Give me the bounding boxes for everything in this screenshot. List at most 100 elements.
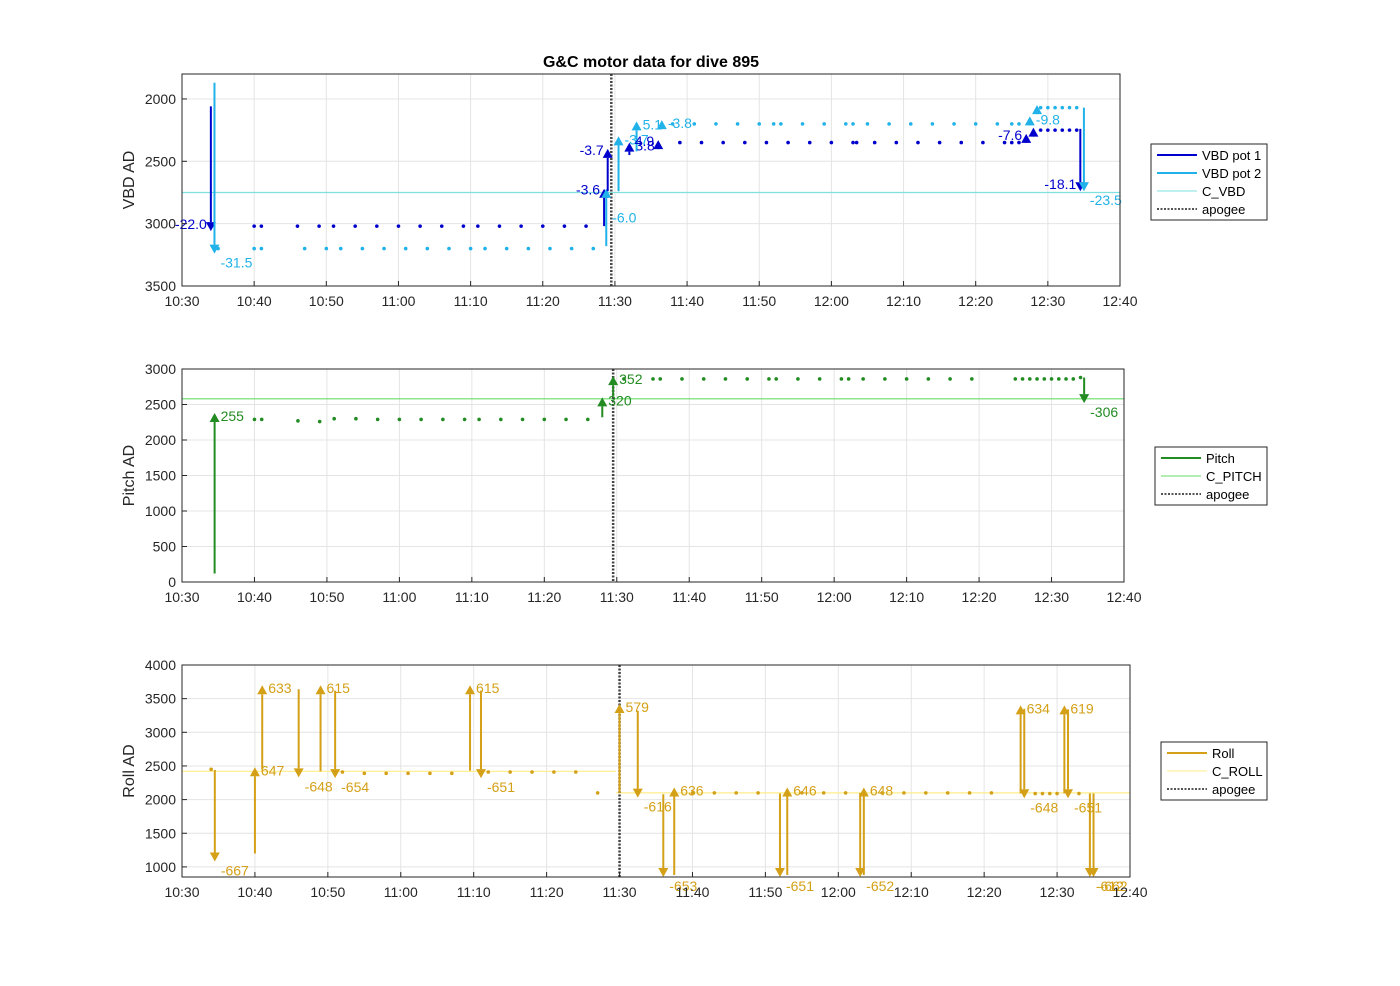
data-point [1038,105,1043,110]
data-point [967,791,972,795]
x-tick-label: 11:00 [384,884,418,900]
move-arrow-head [597,397,608,407]
move-label: 648 [870,782,894,798]
data-point [1033,791,1037,796]
data-point [1071,377,1076,381]
data-point [658,377,663,381]
data-point [331,224,336,228]
y-axis-label: Pitch AD [121,445,138,506]
move-arrow-head [209,413,220,423]
move-arrow-head [669,787,680,797]
move-arrow-head [1088,868,1099,877]
move-arrow-head [209,244,220,254]
plot-area [182,74,1120,286]
data-point [340,770,345,774]
y-tick-label: 0 [168,574,176,590]
x-tick-label: 11:30 [598,293,632,309]
move-label: -648 [1030,799,1058,815]
x-tick-label: 12:00 [814,293,849,309]
x-tick-label: 12:10 [894,884,929,900]
data-point [499,417,503,422]
data-point [530,770,534,774]
data-point [1017,140,1021,145]
x-tick-label: 11:20 [526,293,560,309]
move-label: -23.5 [1090,192,1122,208]
move-arrow-head [855,868,866,877]
data-point [425,246,430,251]
data-point [259,246,264,251]
move-arrow-head [782,787,793,797]
chart-title: G&C motor data for dive 895 [543,54,759,71]
y-tick-label: 1500 [145,825,176,841]
y-tick-label: 2500 [145,758,176,774]
data-point [807,140,812,145]
move-arrow-head [1019,789,1030,799]
data-point [1046,128,1050,132]
data-point [981,140,985,145]
move-arrow-head [475,769,486,779]
data-point [384,771,388,776]
x-tick-label: 10:40 [237,293,272,309]
y-axis-label: Roll AD [121,744,138,797]
data-point [952,122,956,126]
move-arrow-head [1032,105,1043,115]
data-point [692,122,697,126]
x-tick-label: 11:40 [670,293,704,309]
data-point [441,417,445,422]
move-label: -7.6 [998,127,1022,143]
move-arrow-head [774,868,785,877]
x-tick-label: 11:40 [675,884,709,900]
x-tick-label: 12:00 [817,589,852,605]
data-point [375,417,380,422]
x-tick-label: 12:40 [1106,589,1141,605]
data-point [721,140,725,145]
data-point [519,224,523,228]
x-tick-label: 12:40 [1112,884,1147,900]
data-point [712,791,717,795]
data-point [548,246,552,251]
x-tick-label: 11:50 [742,293,776,309]
data-point [520,417,525,422]
y-tick-label: 3500 [145,278,176,294]
data-point [360,246,365,251]
data-point [822,122,826,126]
data-point [817,377,822,381]
move-arrow-head [614,704,625,714]
data-point [854,140,859,145]
move-arrow-head [1021,133,1032,143]
legend-label: apogee [1202,202,1245,217]
data-point [699,140,704,145]
move-label: -306 [1090,404,1118,420]
data-point [332,416,336,421]
data-point [564,417,568,422]
x-tick-label: 11:10 [455,589,489,605]
move-label: -651 [1074,799,1102,815]
data-point [1046,105,1050,110]
legend-label: Roll [1212,746,1235,761]
data-point [843,791,848,795]
data-point [418,224,422,228]
legend-label: Pitch [1206,451,1235,466]
data-point [552,770,556,774]
data-point [757,122,762,126]
data-point [902,791,906,795]
data-point [701,377,706,381]
move-arrow-head [315,685,326,695]
data-point [382,246,386,251]
x-tick-label: 12:30 [1030,293,1065,309]
data-point [573,770,578,774]
move-label: 5.1 [643,116,663,132]
data-point [397,417,402,422]
move-label: 320 [608,392,632,408]
legend-label: C_ROLL [1212,764,1263,779]
data-point [1074,128,1079,132]
x-tick-label: 11:20 [530,884,564,900]
data-point [468,246,473,251]
y-tick-label: 2000 [145,792,176,808]
data-point [396,224,401,228]
data-point [476,224,480,228]
data-point [948,377,952,381]
data-point [1060,105,1065,110]
data-point [526,246,531,251]
